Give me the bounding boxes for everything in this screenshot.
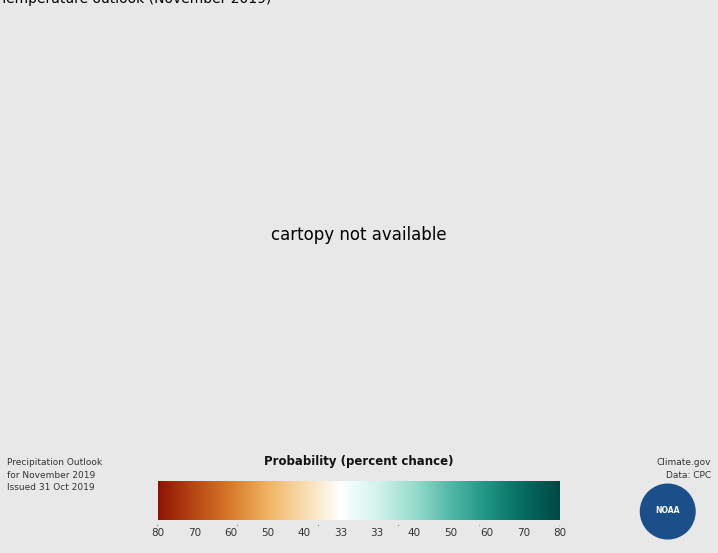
- Text: 50: 50: [444, 528, 457, 538]
- Text: 33: 33: [334, 528, 348, 538]
- Text: 50: 50: [261, 528, 274, 538]
- Text: 40: 40: [297, 528, 311, 538]
- Text: 70: 70: [517, 528, 530, 538]
- Text: 70: 70: [188, 528, 201, 538]
- Text: 80: 80: [151, 528, 164, 538]
- Text: cartopy not available: cartopy not available: [271, 226, 447, 244]
- Text: 33: 33: [370, 528, 384, 538]
- Text: Climate.gov
Data: CPC: Climate.gov Data: CPC: [656, 458, 711, 480]
- Text: Temperature outlook (November 2019): Temperature outlook (November 2019): [0, 0, 271, 6]
- Text: 60: 60: [480, 528, 493, 538]
- Text: Probability (percent chance): Probability (percent chance): [264, 456, 454, 468]
- Text: NOAA: NOAA: [656, 505, 680, 515]
- Text: equal chances: equal chances: [324, 481, 394, 491]
- Text: 60: 60: [225, 528, 238, 538]
- Text: 40: 40: [407, 528, 421, 538]
- Text: 80: 80: [554, 528, 567, 538]
- Text: Precipitation Outlook
for November 2019
Issued 31 Oct 2019: Precipitation Outlook for November 2019 …: [7, 458, 102, 492]
- Circle shape: [640, 484, 695, 539]
- Text: wetter than normal: wetter than normal: [419, 481, 514, 491]
- Text: drier than normal: drier than normal: [212, 481, 298, 491]
